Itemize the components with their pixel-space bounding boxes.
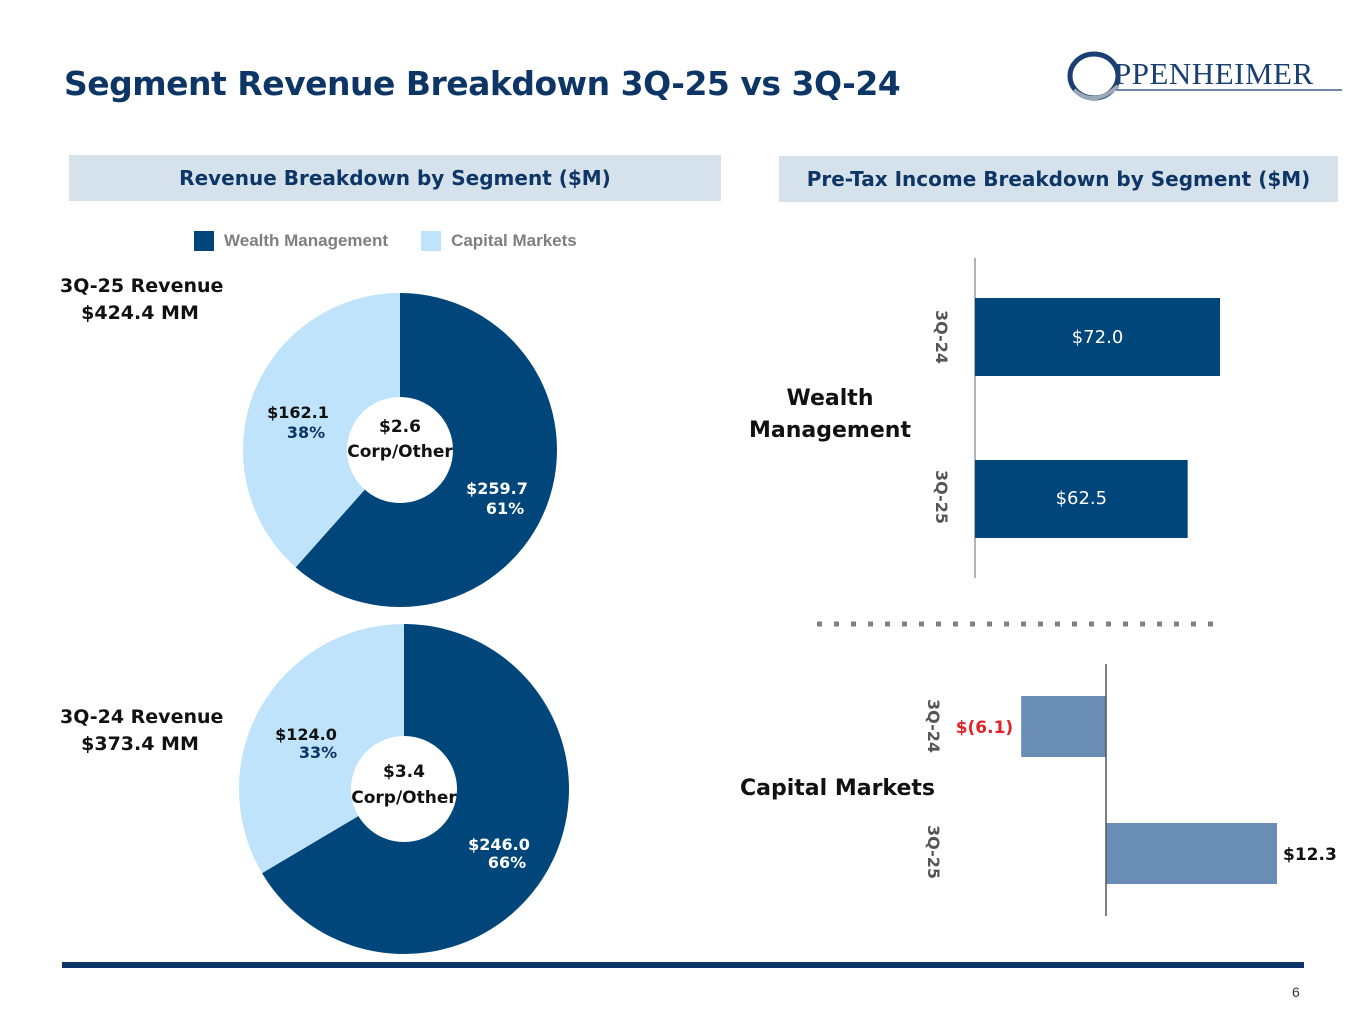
wm-category-3q25: 3Q-25 [932, 470, 951, 524]
revenue-3q25-title: 3Q-25 Revenue [60, 275, 224, 297]
donut-3q25-slices [242, 293, 557, 607]
revenue-legend: Wealth Management Capital Markets [194, 231, 610, 251]
donut-3q24-cm-value: $124.0 [275, 725, 337, 744]
revenue-3q24-label: 3Q-24 Revenue $373.4 MM [60, 704, 224, 758]
oppenheimer-logo: PPENHEIMER [1066, 46, 1346, 104]
cm-bar-3q25-label: $12.3 [1283, 845, 1337, 865]
donut-3q24-wm-value: $246.0 [468, 835, 530, 854]
wm-bar-3q24 [975, 298, 1220, 376]
logo-o-icon [1067, 51, 1342, 101]
donut-3q25-cm-value: $162.1 [267, 403, 329, 422]
donut-3q25-wm-value: $259.7 [466, 479, 528, 498]
legend-item-wealth: Wealth Management [194, 231, 388, 251]
income-panel-header: Pre-Tax Income Breakdown by Segment ($M) [779, 156, 1338, 202]
revenue-3q24-total: $373.4 MM [81, 733, 199, 755]
wm-bar-3q25-label: $62.5 [1056, 488, 1108, 509]
donut-3q25-center-label: Corp/Other [347, 442, 453, 462]
logo-wordmark: PPENHEIMER [1114, 56, 1314, 91]
legend-swatch-capital [421, 231, 442, 251]
cm-bar-3q24 [1021, 696, 1106, 757]
donut-center-hole [347, 397, 453, 503]
donut-3q25-center-value: $2.6 [379, 417, 421, 437]
revenue-panel-header: Revenue Breakdown by Segment ($M) [69, 155, 721, 201]
legend-label-wealth: Wealth Management [224, 231, 389, 250]
donut-3q24-cm-percent: 33% [299, 743, 337, 762]
capital-markets-label: Capital Markets [740, 776, 936, 801]
donut-3q24-center-value: $3.4 [383, 762, 425, 782]
cm-bar-3q25 [1106, 823, 1277, 884]
wm-category-3q24: 3Q-24 [932, 310, 951, 364]
donut-3q24-center-label: Corp/Other [351, 788, 457, 808]
page-number: 6 [1292, 984, 1300, 1000]
revenue-3q24-title: 3Q-24 Revenue [60, 706, 224, 728]
page-title: Segment Revenue Breakdown 3Q-25 vs 3Q-24 [64, 64, 901, 103]
donut-3q24-wm-percent: 66% [488, 853, 526, 872]
legend-item-capital: Capital Markets [421, 231, 577, 251]
donut-center-hole [351, 736, 457, 842]
revenue-3q25-label: 3Q-25 Revenue $424.4 MM [60, 273, 224, 327]
legend-label-capital: Capital Markets [451, 231, 577, 250]
donut-3q25-wm-percent: 61% [486, 499, 524, 518]
donut-3q24-slices [239, 624, 569, 954]
cm-category-3q25: 3Q-25 [924, 825, 943, 879]
donut-3q25-capital-slice [242, 293, 400, 568]
wm-bar-3q25 [975, 460, 1188, 538]
legend-swatch-wealth [194, 231, 214, 251]
cm-bar-3q24-label: $(6.1) [956, 718, 1013, 738]
donut-3q25-cm-percent: 38% [287, 423, 325, 442]
footer-rule [62, 962, 1304, 968]
wm-bar-3q24-label: $72.0 [1072, 327, 1124, 348]
wealth-management-label: Wealth Management [749, 386, 911, 443]
revenue-3q25-total: $424.4 MM [81, 302, 199, 324]
cm-category-3q24: 3Q-24 [924, 699, 943, 753]
